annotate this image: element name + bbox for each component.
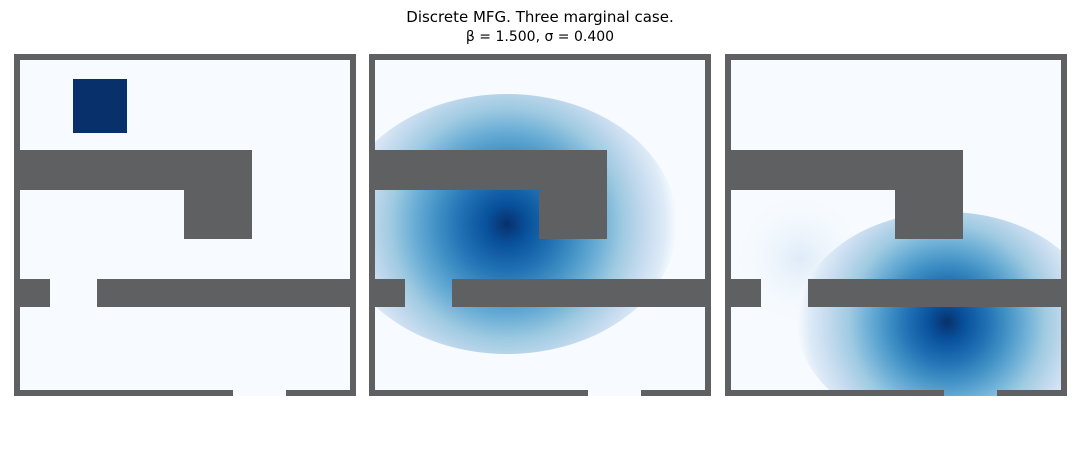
wall-right — [705, 54, 711, 396]
heatmap-panel-final — [725, 54, 1067, 396]
wall-right — [1061, 54, 1067, 396]
wall-top — [369, 54, 711, 60]
walls — [725, 54, 1067, 396]
wall-lower-right — [452, 279, 711, 307]
wall-bottom-right — [641, 390, 711, 396]
title-line-1: Discrete MFG. Three marginal case. — [406, 8, 674, 26]
title-line-2: β = 1.500, σ = 0.400 — [465, 29, 615, 45]
wall-lower-left — [725, 279, 761, 307]
wall-upper-block — [895, 150, 963, 239]
wall-lower-right — [97, 279, 356, 307]
walls — [369, 54, 711, 396]
heatmap-panel-initial — [14, 54, 356, 396]
heatmap-panel-middle — [369, 54, 711, 396]
wall-lower-right — [808, 279, 1067, 307]
wall-bottom-right — [286, 390, 356, 396]
wall-left — [14, 54, 20, 396]
wall-bottom-left — [725, 390, 944, 396]
wall-upper-block — [539, 150, 607, 239]
heatmap-svg-1 — [14, 54, 356, 396]
wall-lower-left — [14, 279, 50, 307]
wall-bottom-left — [369, 390, 588, 396]
wall-top — [14, 54, 356, 60]
walls — [14, 54, 356, 396]
wall-lower-left — [369, 279, 405, 307]
wall-top — [725, 54, 1067, 60]
wall-bottom-right — [997, 390, 1067, 396]
wall-bottom-left — [14, 390, 233, 396]
wall-left — [725, 54, 731, 396]
chart-title: Discrete MFG. Three marginal case. β = 1… — [0, 7, 1080, 47]
heatmap-svg-2 — [369, 54, 711, 396]
wall-left — [369, 54, 375, 396]
heatmap-svg-3 — [725, 54, 1067, 396]
mass-block — [73, 79, 127, 133]
wall-right — [350, 54, 356, 396]
wall-upper-block — [184, 150, 252, 239]
